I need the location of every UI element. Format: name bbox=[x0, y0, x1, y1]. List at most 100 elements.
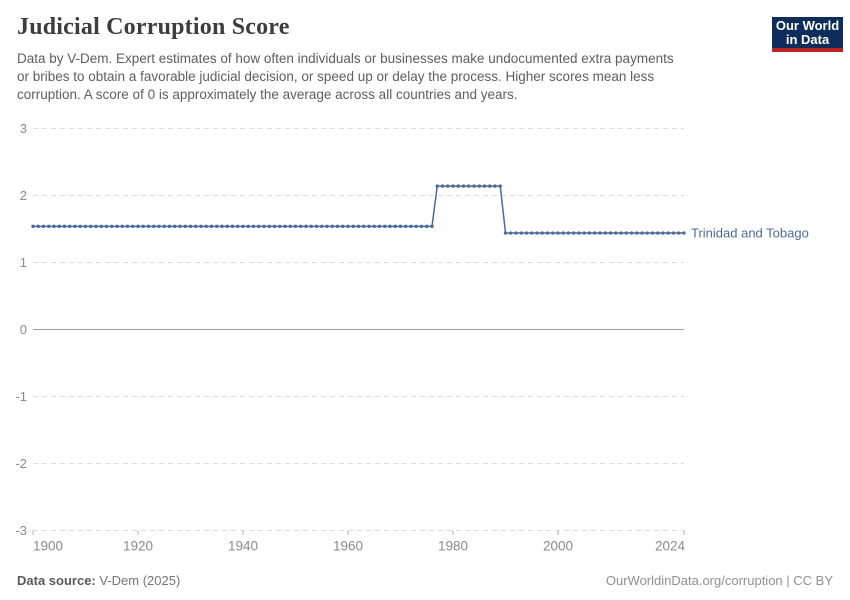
series-point bbox=[440, 184, 445, 188]
series-point bbox=[246, 224, 250, 229]
series-entity-label[interactable]: Trinidad and Tobago bbox=[691, 226, 809, 241]
series-point bbox=[136, 224, 140, 229]
series-point bbox=[566, 231, 571, 235]
series-point bbox=[409, 224, 413, 229]
y-axis-label: -1 bbox=[15, 389, 27, 404]
x-axis-label: 1960 bbox=[333, 539, 363, 554]
chart-subtitle-line: or bribes to obtain a favorable judicial… bbox=[17, 69, 655, 84]
series-point bbox=[551, 231, 555, 235]
chart-header: Judicial Corruption Score Data by V-Dem.… bbox=[17, 14, 843, 104]
series-point bbox=[220, 224, 224, 229]
series-point bbox=[320, 224, 324, 229]
series-point bbox=[393, 224, 397, 229]
series-point bbox=[62, 224, 67, 229]
series-point bbox=[556, 231, 560, 235]
series-point bbox=[530, 231, 534, 235]
series-point bbox=[503, 231, 508, 235]
series-point bbox=[257, 224, 261, 229]
series-point bbox=[467, 184, 471, 188]
series-point bbox=[157, 224, 161, 229]
data-source: Data source: V-Dem (2025) bbox=[17, 573, 180, 588]
series-point bbox=[514, 231, 518, 235]
series-point bbox=[167, 224, 172, 229]
series-point bbox=[661, 231, 665, 235]
series-point bbox=[367, 224, 371, 229]
series-point bbox=[41, 224, 46, 229]
series-point bbox=[304, 224, 308, 229]
series-point bbox=[650, 231, 655, 235]
series-point bbox=[209, 224, 214, 229]
series-point bbox=[603, 231, 607, 235]
data-source-label: Data source: bbox=[17, 573, 96, 588]
series-point bbox=[682, 231, 686, 235]
series-point bbox=[545, 231, 550, 235]
series-point bbox=[435, 184, 439, 188]
series-point bbox=[535, 231, 539, 235]
series-point bbox=[330, 224, 334, 229]
series-point bbox=[94, 224, 98, 229]
series-point bbox=[540, 231, 544, 235]
series-point bbox=[677, 231, 681, 235]
series-point bbox=[404, 224, 408, 229]
series-point bbox=[456, 184, 460, 188]
x-axis-label: 1900 bbox=[33, 539, 63, 554]
series-point bbox=[524, 231, 529, 235]
series-point bbox=[283, 224, 287, 229]
series-point bbox=[115, 224, 119, 229]
series-point bbox=[299, 224, 303, 229]
series-point bbox=[52, 224, 56, 229]
series-point bbox=[351, 224, 355, 229]
series-point bbox=[446, 184, 450, 188]
chart-subtitle-line: Data by V-Dem. Expert estimates of how o… bbox=[17, 51, 674, 66]
chart-footer: Data source: V-Dem (2025) OurWorldinData… bbox=[17, 573, 833, 588]
series-point bbox=[89, 224, 93, 229]
series-point bbox=[419, 224, 424, 229]
series-point bbox=[430, 224, 434, 229]
series-point bbox=[488, 184, 492, 188]
series-point bbox=[561, 231, 565, 235]
series-point bbox=[125, 224, 130, 229]
series-point bbox=[188, 224, 193, 229]
series-point bbox=[356, 224, 361, 229]
series-point bbox=[194, 224, 198, 229]
y-axis-label: 3 bbox=[20, 121, 27, 136]
series-point bbox=[99, 224, 103, 229]
series-point bbox=[388, 224, 392, 229]
y-axis-label: -2 bbox=[15, 456, 27, 471]
series-point bbox=[608, 231, 613, 235]
series-point bbox=[335, 224, 340, 229]
series-point bbox=[204, 224, 208, 229]
series-point bbox=[341, 224, 345, 229]
series-point bbox=[377, 224, 382, 229]
x-axis-label: 1940 bbox=[228, 539, 258, 554]
series-point bbox=[173, 224, 177, 229]
series-point bbox=[461, 184, 466, 188]
series-point bbox=[267, 224, 271, 229]
series-point bbox=[199, 224, 203, 229]
series-point bbox=[414, 224, 418, 229]
series-point bbox=[640, 231, 644, 235]
series-point bbox=[183, 224, 187, 229]
y-axis-label: 1 bbox=[20, 255, 27, 270]
series-point bbox=[582, 231, 586, 235]
owid-logo[interactable]: Our World in Data bbox=[772, 17, 843, 52]
series-point bbox=[251, 224, 256, 229]
series-point bbox=[110, 224, 114, 229]
series-point bbox=[671, 231, 676, 235]
owid-logo-line2: in Data bbox=[785, 32, 830, 47]
y-axis-label: 0 bbox=[20, 322, 27, 337]
series-point bbox=[493, 184, 497, 188]
chart-title: Judicial Corruption Score bbox=[17, 14, 290, 40]
owid-logo-line1: Our World bbox=[775, 18, 840, 33]
series-point bbox=[519, 231, 523, 235]
series-point bbox=[131, 224, 135, 229]
series-point bbox=[293, 224, 298, 229]
series-point bbox=[593, 231, 597, 235]
y-axis-label: -3 bbox=[15, 523, 27, 538]
credit-link[interactable]: OurWorldinData.org/corruption | CC BY bbox=[605, 573, 833, 588]
series-point bbox=[666, 231, 670, 235]
series-point bbox=[278, 224, 282, 229]
series-point bbox=[624, 231, 628, 235]
y-axis-label: 2 bbox=[20, 188, 27, 203]
